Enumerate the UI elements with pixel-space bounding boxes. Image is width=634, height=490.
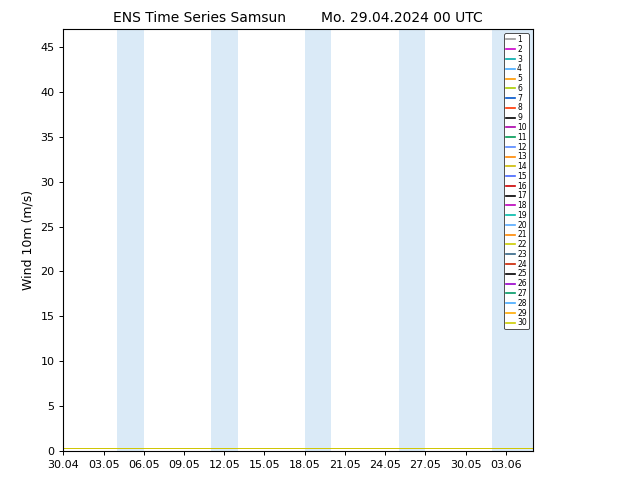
Bar (493, 29, 519, 451)
Bar (211, 29, 238, 451)
Bar (519, 29, 533, 451)
Legend: 1, 2, 3, 4, 5, 6, 7, 8, 9, 10, 11, 12, 13, 14, 15, 16, 17, 18, 19, 20, 21, 22, 2: 1, 2, 3, 4, 5, 6, 7, 8, 9, 10, 11, 12, 1… (504, 33, 529, 329)
Bar (305, 29, 332, 451)
Y-axis label: Wind 10m (m/s): Wind 10m (m/s) (22, 190, 35, 290)
Bar (117, 29, 144, 451)
Title: ENS Time Series Samsun        Mo. 29.04.2024 00 UTC: ENS Time Series Samsun Mo. 29.04.2024 00… (113, 11, 483, 25)
Bar (399, 29, 425, 451)
